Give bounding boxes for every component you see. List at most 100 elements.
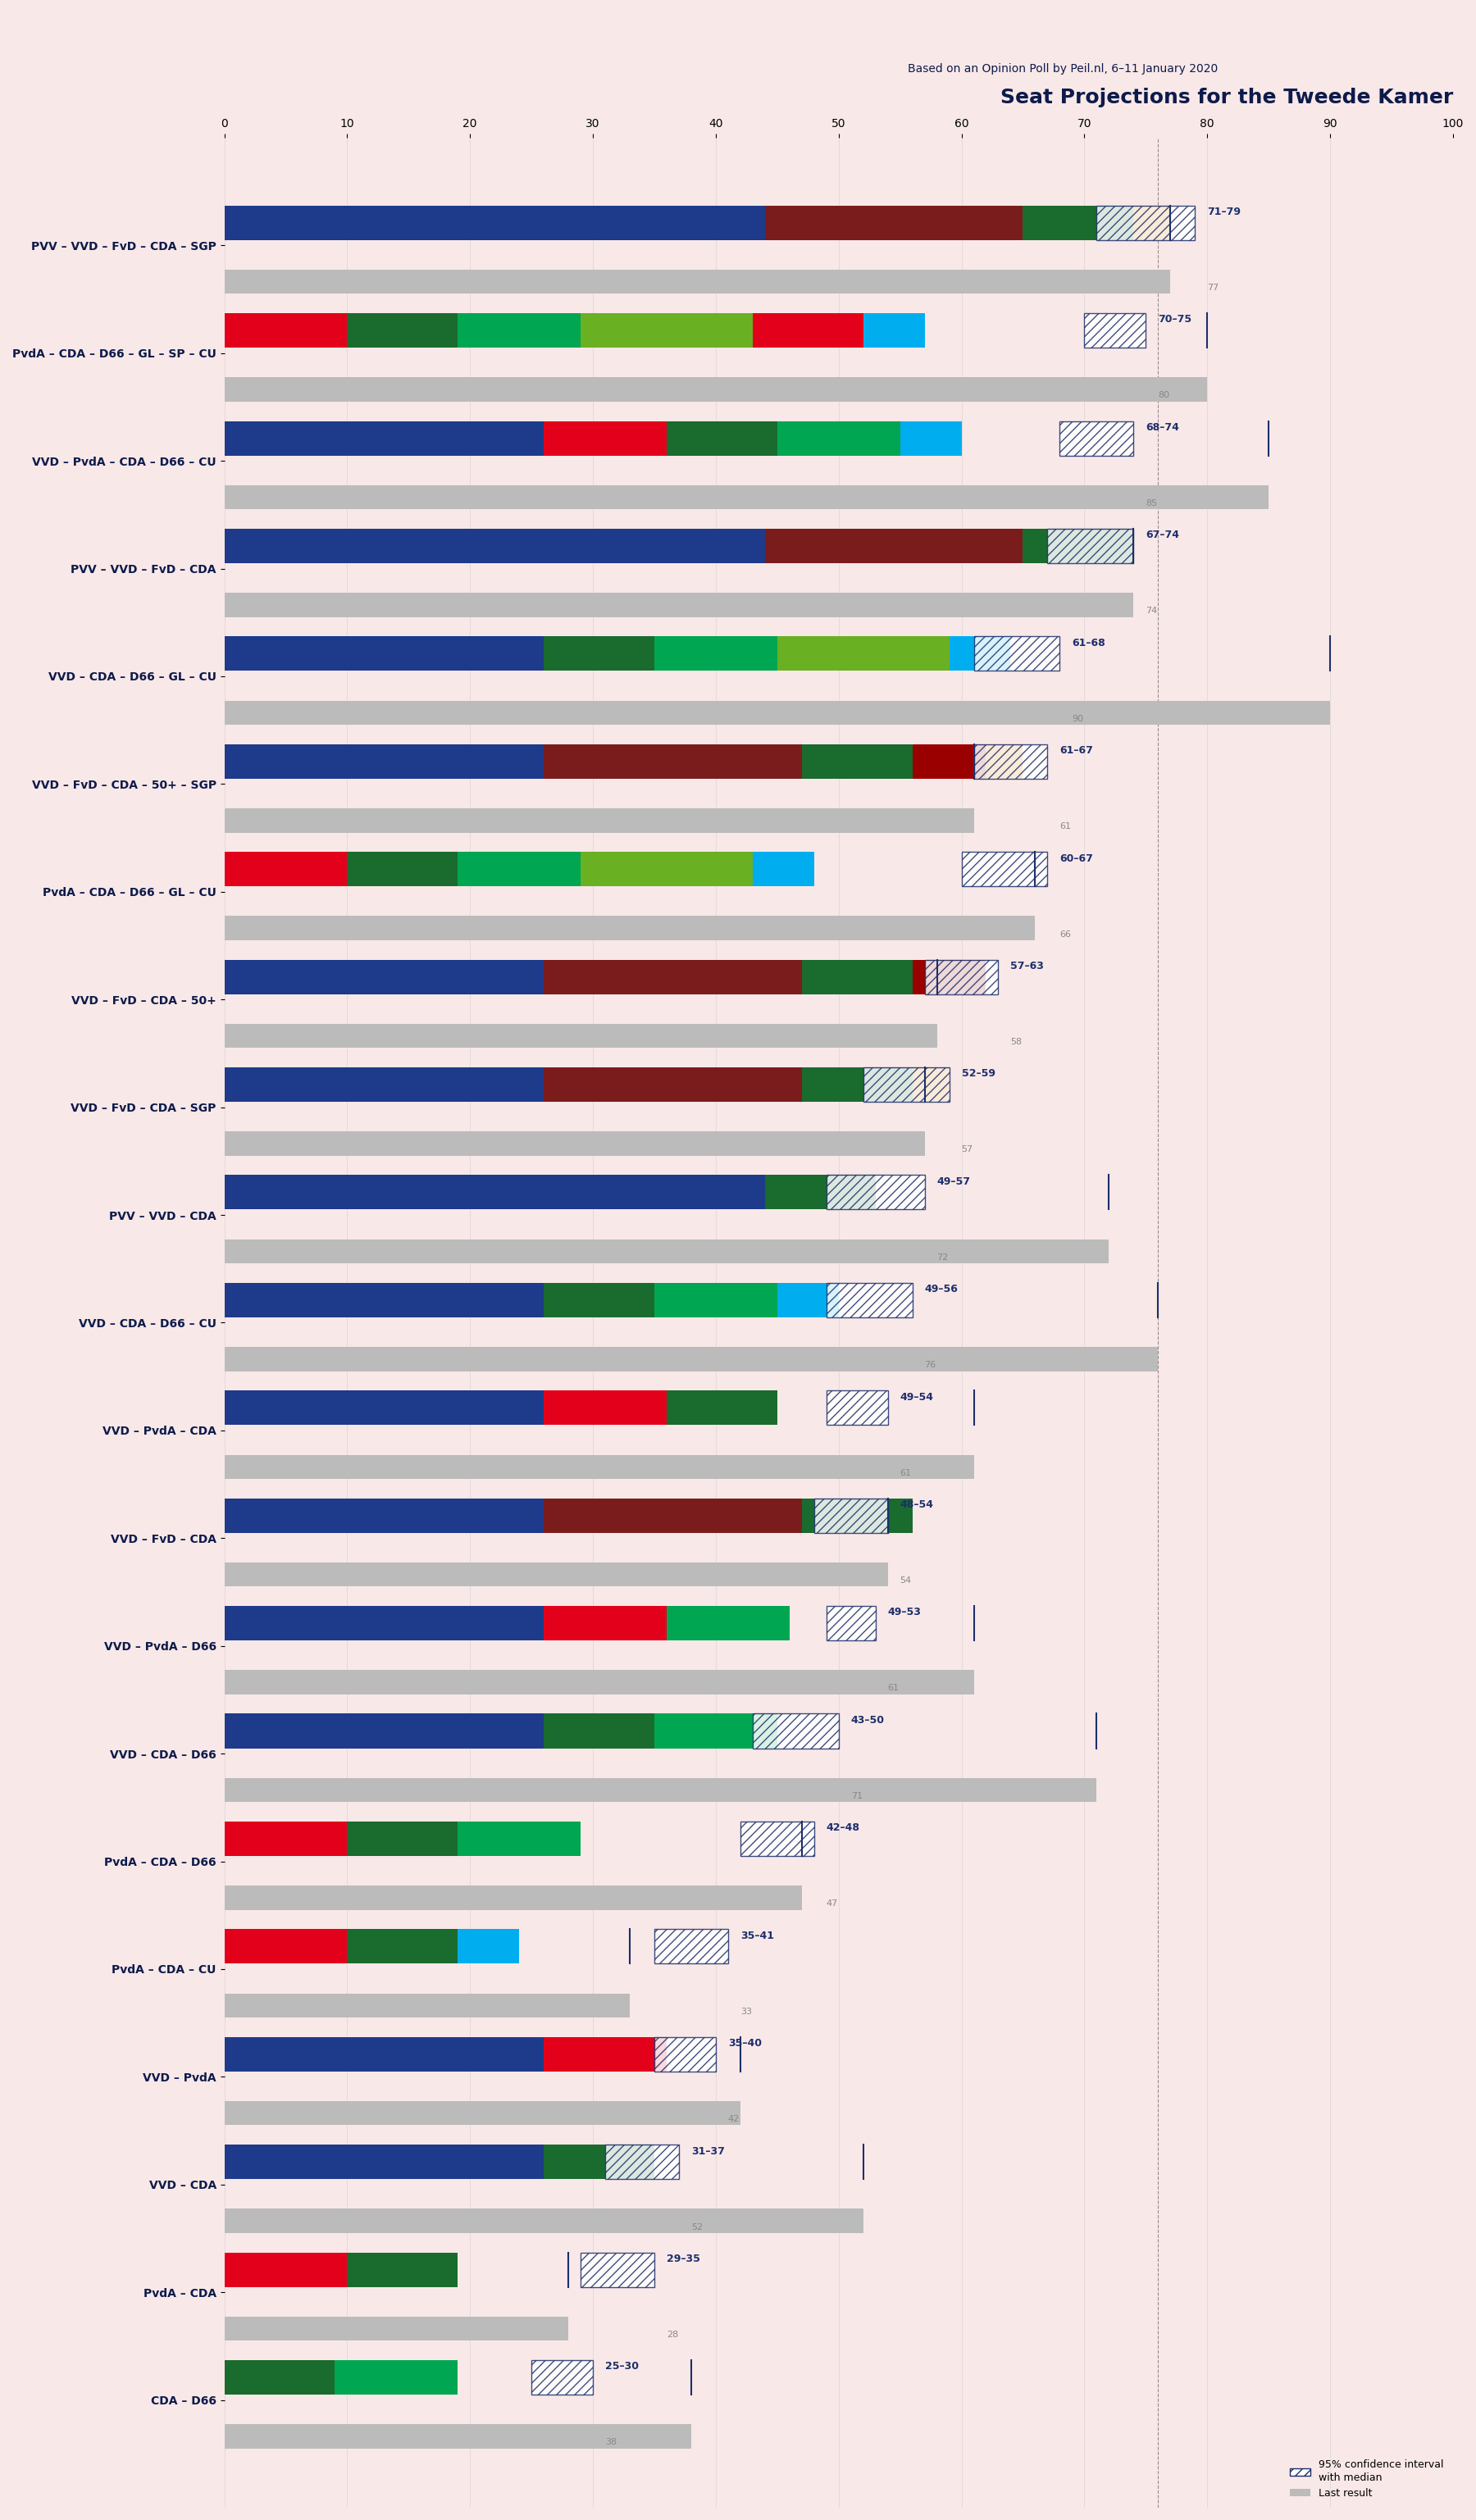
Bar xyxy=(224,1822,347,1855)
Bar xyxy=(224,1131,924,1157)
Bar xyxy=(224,1605,543,1641)
Bar xyxy=(801,1499,912,1532)
Bar xyxy=(224,529,446,562)
Bar xyxy=(543,1605,667,1641)
Bar xyxy=(224,1240,1108,1263)
Bar xyxy=(863,1068,949,1101)
Text: 61: 61 xyxy=(900,1469,912,1477)
Text: 68–74: 68–74 xyxy=(1145,421,1179,433)
Text: 43–50: 43–50 xyxy=(850,1716,884,1726)
Text: 57: 57 xyxy=(961,1147,973,1154)
Bar xyxy=(863,312,924,348)
Bar xyxy=(543,1391,667,1424)
Bar xyxy=(224,1499,543,1532)
Bar xyxy=(224,486,1268,509)
Text: 67–74: 67–74 xyxy=(1145,529,1179,539)
Bar xyxy=(654,2036,716,2071)
Bar xyxy=(224,2102,741,2124)
Bar xyxy=(654,638,778,670)
Bar xyxy=(827,1283,912,1318)
Text: 85: 85 xyxy=(1145,499,1157,507)
Bar xyxy=(224,2253,347,2286)
Bar xyxy=(543,743,801,779)
Bar xyxy=(224,207,446,239)
Bar xyxy=(224,1174,446,1210)
Bar xyxy=(224,1885,801,1910)
Bar xyxy=(458,1822,580,1855)
Bar xyxy=(778,421,900,456)
Bar xyxy=(224,1348,1159,1371)
Bar xyxy=(753,312,863,348)
Bar xyxy=(458,1930,520,1963)
Text: 70–75: 70–75 xyxy=(1159,315,1191,325)
Text: 61–67: 61–67 xyxy=(1060,746,1094,756)
Bar xyxy=(224,1714,543,1749)
Text: 52–59: 52–59 xyxy=(961,1068,995,1079)
Text: 52: 52 xyxy=(691,2223,703,2230)
Bar xyxy=(1085,312,1145,348)
Bar xyxy=(224,2036,543,2071)
Bar xyxy=(224,2210,863,2233)
Bar xyxy=(1060,421,1134,456)
Bar xyxy=(224,1068,543,1101)
Bar xyxy=(224,378,1207,401)
Bar xyxy=(224,2145,543,2180)
Bar xyxy=(224,1671,974,1693)
Bar xyxy=(224,1930,347,1963)
Bar xyxy=(986,743,1023,779)
Bar xyxy=(347,1930,458,1963)
Bar xyxy=(224,917,1035,940)
Bar xyxy=(961,852,1048,887)
Bar xyxy=(543,638,654,670)
Bar xyxy=(224,1454,974,1479)
Text: 28: 28 xyxy=(667,2331,679,2339)
Bar xyxy=(224,638,543,670)
Bar xyxy=(224,1993,630,2019)
Text: 71: 71 xyxy=(850,1792,862,1799)
Bar xyxy=(543,1714,654,1749)
Bar xyxy=(912,743,986,779)
Bar xyxy=(654,1930,728,1963)
Bar xyxy=(974,638,1060,670)
Bar xyxy=(765,529,1023,562)
Bar xyxy=(458,312,580,348)
Text: 25–30: 25–30 xyxy=(605,2361,639,2371)
Text: 60–67: 60–67 xyxy=(1060,852,1094,864)
Bar xyxy=(654,1714,778,1749)
Bar xyxy=(667,1391,778,1424)
Bar xyxy=(347,2253,458,2286)
Text: 35–41: 35–41 xyxy=(741,1930,773,1940)
Text: 61: 61 xyxy=(887,1683,899,1693)
Bar xyxy=(827,1605,875,1641)
Bar xyxy=(224,960,543,993)
Bar xyxy=(753,852,815,887)
Bar xyxy=(605,2145,679,2180)
Legend: 95% confidence interval
with median, Last result: 95% confidence interval with median, Las… xyxy=(1286,2454,1448,2502)
Bar xyxy=(827,1391,887,1424)
Text: 49–53: 49–53 xyxy=(887,1608,921,1618)
Bar xyxy=(778,638,949,670)
Bar xyxy=(543,2145,654,2180)
Bar xyxy=(1134,207,1170,239)
Bar xyxy=(543,421,667,456)
Bar xyxy=(224,852,347,887)
Bar xyxy=(580,312,753,348)
Text: 42: 42 xyxy=(728,2114,739,2124)
Bar xyxy=(446,207,765,239)
Bar xyxy=(224,809,974,832)
Text: 90: 90 xyxy=(1072,716,1083,723)
Text: 29–35: 29–35 xyxy=(667,2253,700,2263)
Text: 54: 54 xyxy=(900,1578,912,1585)
Bar xyxy=(1023,529,1134,562)
Bar xyxy=(347,312,458,348)
Bar xyxy=(1097,207,1196,239)
Bar xyxy=(224,2316,568,2341)
Bar xyxy=(543,1068,801,1101)
Bar xyxy=(801,1068,912,1101)
Bar xyxy=(900,421,961,456)
Bar xyxy=(827,1174,924,1210)
Bar xyxy=(224,270,1170,295)
Bar xyxy=(224,1283,543,1318)
Text: 48–54: 48–54 xyxy=(900,1499,934,1509)
Text: 47: 47 xyxy=(827,1900,838,1908)
